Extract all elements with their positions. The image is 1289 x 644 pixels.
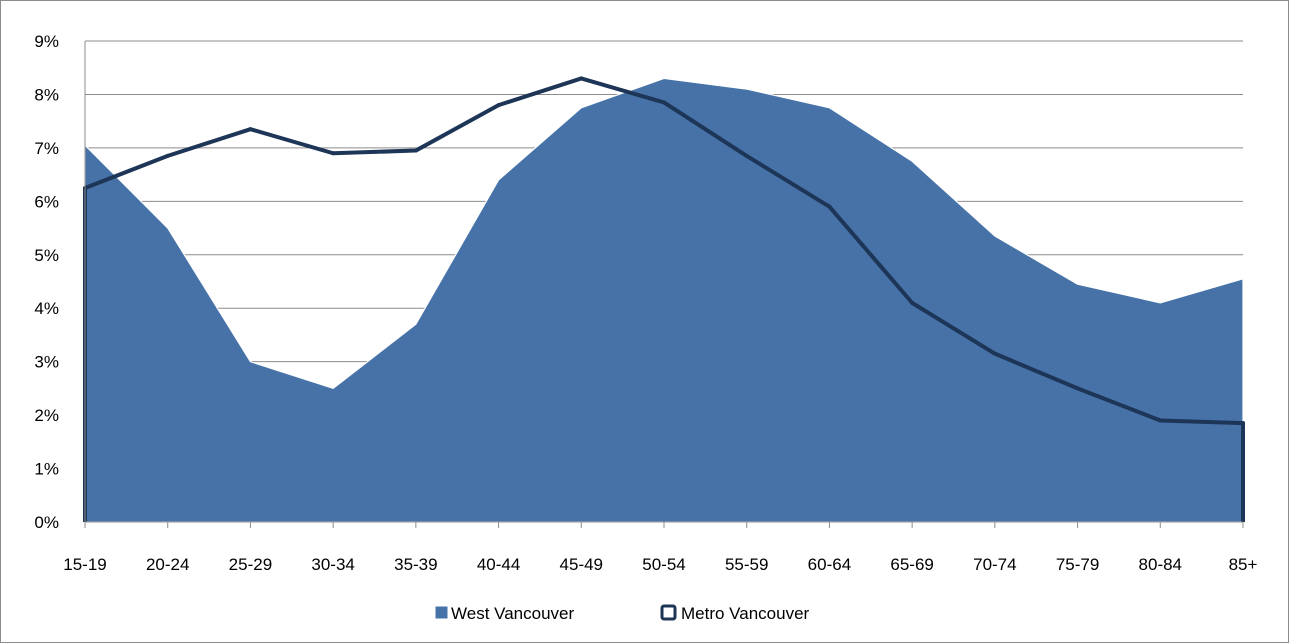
x-tick-label: 45-49 [560, 555, 603, 574]
area-layer [84, 77, 1244, 523]
line-point [413, 148, 418, 153]
y-tick-label: 9% [34, 32, 59, 51]
line-point [662, 100, 666, 105]
line-point [331, 151, 336, 156]
legend-label-west-vancouver: West Vancouver [451, 604, 574, 623]
x-tick-label: 85+ [1229, 555, 1258, 574]
y-tick-label: 1% [34, 460, 59, 479]
x-tick-label: 80-84 [1139, 555, 1182, 574]
line-point [910, 300, 915, 305]
line-point [744, 153, 749, 158]
line-point [165, 153, 170, 158]
x-tick-label: 75-79 [1056, 555, 1099, 574]
x-tick-label: 25-29 [229, 555, 272, 574]
line-point [1075, 386, 1080, 391]
legend: West Vancouver Metro Vancouver [434, 604, 810, 623]
line-point [1158, 418, 1163, 423]
x-tick-label: 60-64 [808, 555, 851, 574]
x-tick-label: 35-39 [394, 555, 437, 574]
line-layer [83, 76, 1245, 522]
y-tick-label: 2% [34, 406, 59, 425]
y-tick-label: 4% [34, 299, 59, 318]
y-tick-label: 7% [34, 139, 59, 158]
x-tick-label: 70-74 [973, 555, 1016, 574]
line-point [248, 127, 253, 132]
y-tick-label: 3% [34, 353, 59, 372]
axis-layer: 0% 1% 2% 3% 4% 5% 6% 7% 8% 9% 15-19 20-24 25-29 30-34… [34, 32, 1257, 574]
x-tick-label: 50-54 [642, 555, 685, 574]
y-tick-label: 6% [34, 192, 59, 211]
legend-swatch-west-vancouver [434, 605, 449, 620]
line-point [1241, 421, 1245, 426]
legend-swatch-metro-vancouver [660, 604, 677, 621]
line-point [827, 204, 832, 209]
x-tick-label: 20-24 [146, 555, 189, 574]
y-tick-label: 0% [34, 513, 59, 532]
area-series-west-vancouver [84, 77, 1244, 523]
x-tick-label: 55-59 [725, 555, 768, 574]
line-point [579, 76, 584, 81]
line-point [496, 103, 501, 108]
x-tick-label: 30-34 [311, 555, 354, 574]
y-tick-label: 5% [34, 246, 59, 265]
line-point [992, 351, 997, 356]
x-tick-label: 40-44 [477, 555, 520, 574]
x-tick-label: 65-69 [890, 555, 933, 574]
y-tick-label: 8% [34, 85, 59, 104]
x-tick-label: 15-19 [63, 555, 106, 574]
legend-label-metro-vancouver: Metro Vancouver [681, 604, 810, 623]
